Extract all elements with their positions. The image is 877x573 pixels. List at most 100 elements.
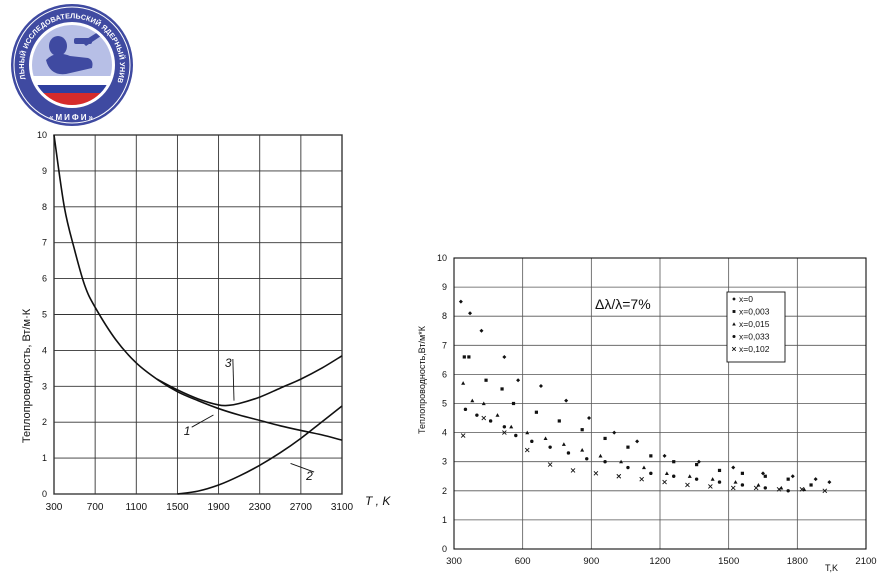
left-chart-label-leader — [290, 463, 315, 473]
right-chart-point-x — [799, 487, 805, 492]
legend-entry-label: x=0,015 — [739, 319, 770, 329]
right-chart-y-tick-label: 10 — [437, 253, 447, 263]
right-chart-point-circle — [694, 477, 699, 481]
right-chart-point-circle — [786, 489, 790, 493]
left-chart-curve-label-2: 2 — [305, 469, 313, 483]
right-chart-point-diamond — [731, 465, 736, 470]
right-chart-point-triangle — [561, 442, 566, 446]
right-chart-point-circle — [649, 471, 653, 476]
right-chart-point-x — [708, 484, 713, 489]
right-chart-point-circle — [463, 407, 468, 412]
right-chart-point-triangle — [525, 430, 530, 435]
right-chart-point-x — [481, 415, 487, 421]
left-chart-y-tick-label: 9 — [42, 166, 47, 176]
right-chart-x-tick-label: 900 — [583, 556, 599, 567]
right-chart-point-triangle — [461, 381, 466, 385]
left-chart-x-tick-label: 2700 — [290, 502, 313, 513]
right-chart-point-triangle — [687, 474, 692, 478]
right-chart-point-circle — [717, 480, 722, 484]
right-chart-point-circle — [603, 460, 607, 464]
right-chart-series-triangle — [461, 381, 807, 491]
right-chart-point-triangle — [470, 398, 475, 403]
right-chart-x-tick-label: 600 — [515, 556, 531, 567]
right-chart-y-tick-label: 1 — [442, 515, 447, 525]
right-chart-point-square — [462, 355, 466, 359]
thermal-conductivity-curves-chart: 1 2 3 300 700 1100 1500 1900 2300 2700 3100 0 1 2 3 4 5… — [21, 130, 391, 513]
right-chart-point-x — [753, 485, 759, 491]
left-chart-curves — [53, 134, 343, 495]
right-chart-series-square — [462, 355, 813, 487]
right-chart-point-square — [786, 477, 790, 481]
right-chart-x-axis-label: T,K — [825, 563, 838, 573]
right-chart-point-square — [467, 355, 471, 359]
right-chart-point-triangle — [543, 436, 548, 441]
right-chart-point-triangle — [733, 480, 738, 484]
left-chart-curve-3 — [156, 355, 343, 407]
legend-marker-x — [731, 346, 737, 352]
right-chart-series-circle — [463, 407, 790, 493]
legend-entry-label: x=0 — [739, 294, 753, 304]
right-chart-point-square — [603, 436, 607, 441]
left-chart-x-tick-label: 300 — [46, 502, 63, 513]
right-chart-x-tick-label: 1800 — [787, 556, 808, 567]
right-chart-point-diamond — [696, 459, 701, 464]
right-chart-x-tick-label: 1200 — [649, 556, 670, 567]
legend-marker-triangle — [732, 322, 736, 326]
right-chart-point-diamond — [538, 384, 543, 389]
left-chart-y-tick-label: 4 — [42, 345, 47, 355]
right-chart-point-x — [685, 482, 690, 488]
right-chart-point-circle — [514, 433, 518, 438]
right-chart-point-triangle — [710, 477, 715, 481]
right-chart-point-x — [776, 487, 782, 492]
right-chart-point-x — [570, 468, 576, 473]
left-chart-x-tick-label: 1100 — [126, 502, 148, 513]
right-chart-point-triangle — [756, 482, 761, 487]
thermal-conductivity-scatter-chart: 300 600 900 1200 1500 1800 2100 0 1 2 3 4 5 6 7 8 9 10 Те… — [417, 253, 877, 573]
right-chart-point-circle — [566, 451, 571, 455]
right-chart-y-tick-label: 5 — [442, 399, 447, 409]
right-chart-point-square — [672, 460, 676, 464]
left-chart-curve-label-3: 3 — [225, 356, 232, 370]
right-chart-point-square — [484, 378, 488, 382]
right-chart-point-diamond — [761, 471, 765, 476]
right-chart-point-diamond — [516, 378, 521, 383]
right-chart-legend: x=0 x=0,003 x=0,015 x=0,033 x=0,102 — [726, 291, 786, 363]
right-chart-point-diamond — [587, 416, 592, 421]
right-chart-points — [458, 299, 832, 494]
left-chart-y-tick-label: 8 — [42, 202, 47, 212]
right-chart-point-x — [616, 473, 622, 479]
right-chart-point-x — [547, 462, 553, 467]
legend-entry-label: x=0,102 — [739, 344, 770, 354]
right-chart-y-tick-label: 6 — [442, 369, 447, 379]
right-chart-x-tick-label: 2100 — [855, 556, 876, 567]
right-chart-point-x — [639, 476, 645, 482]
right-chart-point-diamond — [458, 299, 463, 304]
left-chart-y-tick-label: 7 — [42, 238, 47, 248]
right-chart-point-square — [580, 428, 584, 432]
left-chart-curve-label-1: 1 — [184, 424, 191, 438]
left-chart-x-axis-label: T , K — [365, 494, 391, 508]
right-chart-x-tick-label: 1500 — [718, 556, 739, 567]
legend-entry-label: x=0,033 — [739, 332, 770, 342]
right-chart-point-circle — [672, 474, 676, 478]
right-chart-point-square — [740, 471, 744, 475]
right-chart-point-triangle — [598, 453, 603, 458]
left-chart-y-tick-label: 0 — [42, 489, 47, 499]
left-chart-y-tick-label: 1 — [42, 453, 47, 463]
right-chart-point-square — [511, 401, 516, 406]
right-chart-point-circle — [475, 413, 479, 417]
right-chart-point-diamond — [813, 477, 818, 482]
right-chart-point-triangle — [495, 413, 500, 417]
right-chart-point-x — [460, 433, 466, 438]
right-chart-y-tick-label: 2 — [442, 486, 447, 496]
right-chart-point-circle — [502, 425, 507, 429]
right-chart-y-tick-label: 0 — [442, 544, 447, 554]
right-chart-point-triangle — [580, 448, 585, 452]
right-chart-x-tick-label: 300 — [446, 556, 462, 567]
right-chart-point-circle — [763, 486, 767, 490]
right-chart-point-diamond — [790, 474, 795, 479]
right-chart-point-circle — [585, 457, 589, 461]
right-chart-point-circle — [740, 483, 745, 487]
left-chart-y-tick-label: 2 — [42, 417, 47, 427]
right-chart-point-square — [649, 454, 653, 458]
